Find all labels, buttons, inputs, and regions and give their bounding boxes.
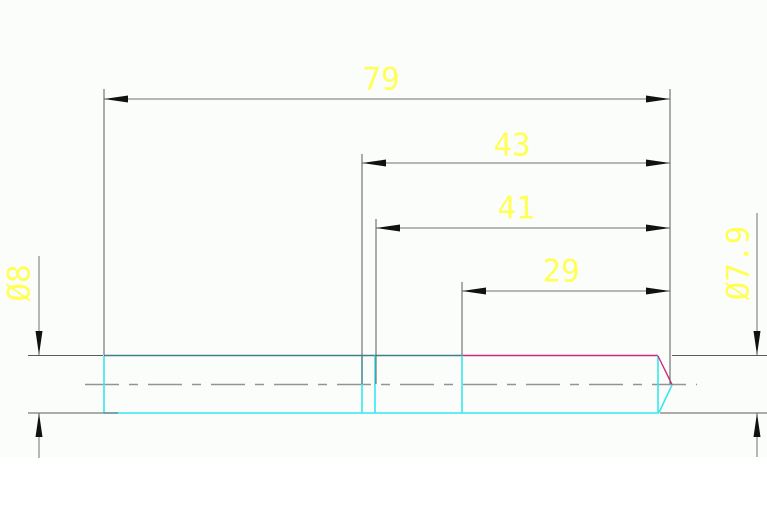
arrow-right-icon xyxy=(646,224,670,232)
dimension-diameter-8[interactable] xyxy=(28,256,118,458)
arrow-right-icon xyxy=(646,159,670,167)
arrow-down-icon xyxy=(753,331,761,355)
dimension-79[interactable] xyxy=(103,89,670,355)
dimension-label-diameter-7-9[interactable]: Ø7.9 xyxy=(720,225,757,301)
arrow-up-icon xyxy=(35,413,43,437)
dimension-label-29[interactable]: 29 xyxy=(542,253,580,290)
arrow-left-icon xyxy=(362,159,386,167)
arrow-left-icon xyxy=(104,95,128,103)
arrow-right-icon xyxy=(646,95,670,103)
dimension-diameter-7-9[interactable] xyxy=(660,213,767,457)
dimension-label-43[interactable]: 43 xyxy=(493,127,531,164)
arrow-down-icon xyxy=(35,331,43,355)
arrow-left-icon xyxy=(376,224,400,232)
part-outline[interactable] xyxy=(103,354,673,414)
dimension-43[interactable] xyxy=(361,154,670,384)
arrow-left-icon xyxy=(462,287,486,295)
dimension-label-79[interactable]: 79 xyxy=(362,61,400,98)
arrow-up-icon xyxy=(753,413,761,437)
arrow-right-icon xyxy=(646,287,670,295)
dimension-29[interactable] xyxy=(461,282,670,355)
dimension-41[interactable] xyxy=(375,219,670,384)
chamfer-bottom-line xyxy=(658,384,673,413)
dimension-label-41[interactable]: 41 xyxy=(497,190,535,227)
dimension-label-diameter-8[interactable]: Ø8 xyxy=(1,264,38,302)
